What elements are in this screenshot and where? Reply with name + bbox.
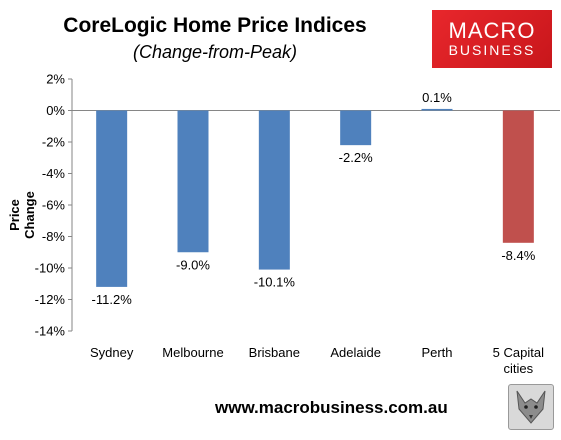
x-tick-label: Brisbane — [249, 345, 300, 360]
bar — [96, 110, 128, 287]
bar — [258, 110, 290, 270]
bar — [340, 110, 372, 146]
wolf-logo-icon — [508, 384, 554, 430]
y-tick-label: -4% — [42, 166, 66, 181]
chart-title: CoreLogic Home Price Indices — [63, 14, 367, 37]
x-tick-label: 5 Capital — [493, 345, 544, 360]
x-tick-label: Adelaide — [330, 345, 381, 360]
y-tick-label: -14% — [35, 324, 66, 339]
logo-line-1: MACRO — [448, 18, 536, 43]
bar — [421, 108, 453, 111]
logo-line-2: BUSINESS — [448, 42, 536, 58]
y-tick-label: -6% — [42, 198, 66, 213]
y-tick-label: -12% — [35, 292, 66, 307]
macro-business-logo: MACRO BUSINESS — [432, 10, 552, 68]
bar — [502, 110, 534, 243]
data-label: -2.2% — [339, 150, 373, 165]
data-label: -11.2% — [92, 292, 133, 307]
data-label: -9.0% — [176, 257, 210, 272]
x-tick-label: cities — [504, 361, 534, 376]
x-tick-label: Melbourne — [162, 345, 223, 360]
y-tick-label: -8% — [42, 229, 66, 244]
data-label: -10.1% — [254, 275, 296, 290]
footer-url[interactable]: www.macrobusiness.com.au — [215, 398, 448, 417]
y-tick-label: 0% — [46, 103, 65, 118]
x-tick-label: Sydney — [90, 345, 134, 360]
data-label: -8.4% — [501, 248, 535, 263]
x-tick-label: Perth — [421, 345, 452, 360]
y-tick-label: -2% — [42, 135, 66, 150]
data-label: 0.1% — [422, 90, 452, 105]
y-tick-label: -10% — [35, 261, 66, 276]
bar — [177, 110, 209, 253]
chart-subtitle: (Change-from-Peak) — [132, 42, 298, 62]
y-tick-label: 2% — [46, 72, 65, 87]
